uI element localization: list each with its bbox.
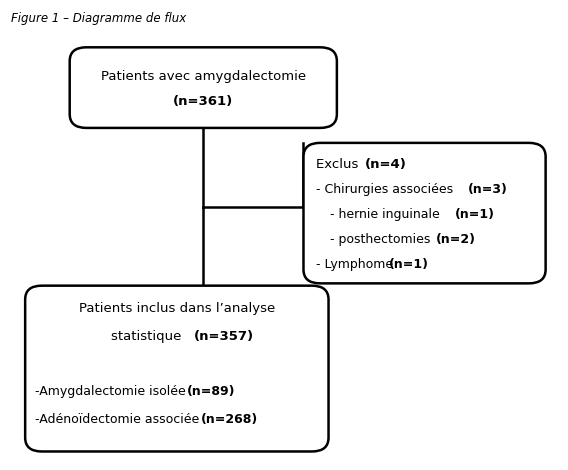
FancyBboxPatch shape (25, 286, 328, 452)
Text: (n=1): (n=1) (456, 208, 495, 221)
Text: (n=4): (n=4) (365, 158, 407, 172)
Text: (n=268): (n=268) (201, 413, 258, 426)
FancyBboxPatch shape (303, 143, 546, 283)
Text: Figure 1 – Diagramme de flux: Figure 1 – Diagramme de flux (11, 12, 186, 24)
Text: (n=357): (n=357) (194, 330, 254, 343)
Text: - hernie inguinale: - hernie inguinale (329, 208, 444, 221)
Text: (n=3): (n=3) (468, 183, 508, 196)
Text: statistique: statistique (111, 330, 185, 343)
Text: Patients avec amygdalectomie: Patients avec amygdalectomie (101, 70, 306, 83)
Text: (n=361): (n=361) (173, 95, 233, 108)
FancyBboxPatch shape (70, 47, 337, 128)
Text: -Adénoïdectomie associée: -Adénoïdectomie associée (35, 413, 203, 426)
Text: - posthectomies: - posthectomies (329, 233, 434, 246)
Text: (n=2): (n=2) (436, 233, 475, 246)
Text: - Lymphome: - Lymphome (316, 258, 397, 271)
Text: - Chirurgies associées: - Chirurgies associées (316, 183, 457, 196)
Text: (n=1): (n=1) (389, 258, 428, 271)
Text: (n=89): (n=89) (187, 385, 236, 398)
Text: Exclus: Exclus (316, 158, 362, 172)
Text: -Amygdalectomie isolée: -Amygdalectomie isolée (35, 385, 190, 398)
Text: Patients inclus dans l’analyse: Patients inclus dans l’analyse (79, 302, 275, 315)
